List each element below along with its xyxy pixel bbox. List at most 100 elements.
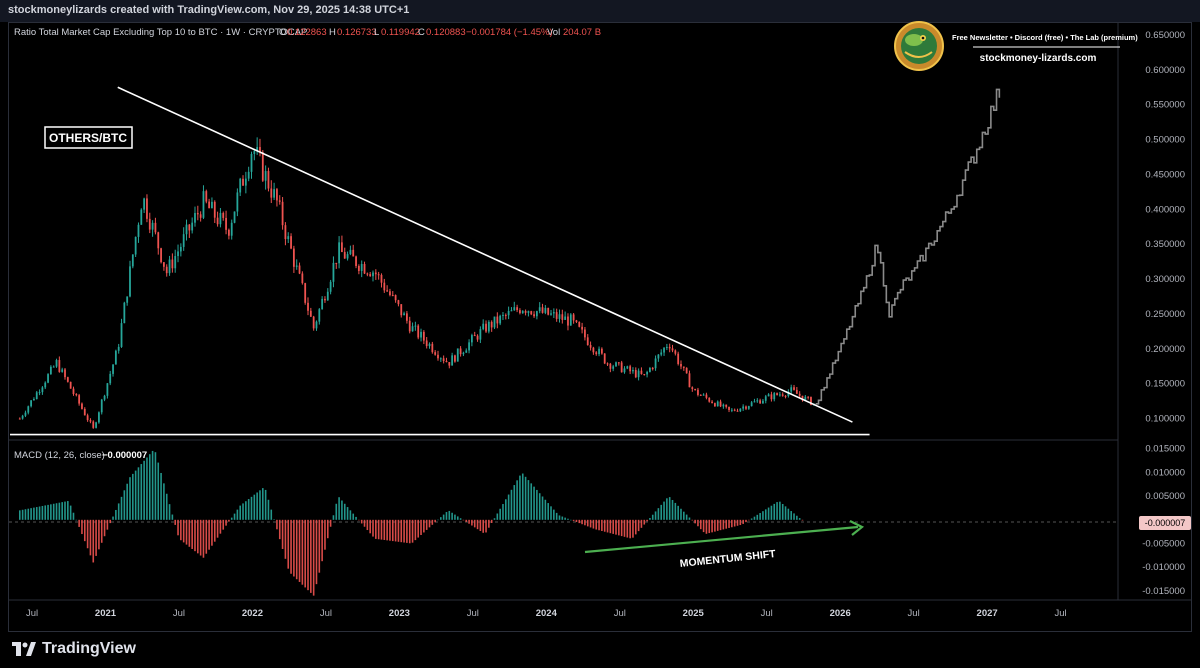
candle (603, 353, 606, 364)
macd-bar (171, 514, 174, 520)
tradingview-logo[interactable]: TradingView (12, 640, 136, 658)
candle (541, 307, 544, 313)
macd-bar (216, 519, 219, 538)
candle (259, 147, 261, 153)
candle (66, 377, 69, 382)
promo-line: Free Newsletter • Discord (free) • The L… (952, 33, 1138, 42)
candle (643, 374, 646, 376)
macd-bar (394, 519, 397, 542)
candle (586, 337, 589, 346)
candle (151, 222, 154, 230)
candle (470, 335, 473, 343)
macd-histogram[interactable] (18, 450, 804, 596)
candle (462, 352, 465, 355)
macd-bar (98, 519, 100, 550)
candle (810, 397, 812, 405)
candle (691, 387, 694, 390)
price-tick-label: 0.350000 (1145, 239, 1185, 250)
attribution-bar: stockmoneylizards created with TradingVi… (0, 0, 1200, 22)
candle (92, 421, 95, 428)
macd-bar (146, 457, 148, 520)
candle (98, 412, 100, 423)
price-tick-label: 0.650000 (1145, 30, 1185, 41)
macd-bar (58, 502, 61, 520)
candle (27, 406, 30, 413)
candle (267, 171, 270, 189)
candle (572, 314, 575, 321)
candle (47, 374, 49, 383)
candle (182, 234, 185, 247)
macd-bar (202, 519, 205, 558)
candle (403, 313, 405, 316)
candle (773, 393, 776, 400)
candle (326, 291, 329, 301)
candle (44, 382, 47, 388)
macd-bar (711, 519, 713, 533)
candle (400, 304, 403, 316)
macd-bar (112, 516, 114, 520)
macd-bar (117, 503, 120, 520)
candle (620, 362, 623, 373)
chart-svg[interactable]: 0.650000 0.600000 0.550000 0.500000 0.450000… (0, 0, 1200, 632)
macd-bar (505, 499, 507, 520)
macd-bar (75, 519, 78, 521)
macd-bar (332, 515, 335, 520)
macd-bar (284, 519, 287, 559)
macd-bar (41, 505, 44, 520)
promo-site[interactable]: stockmoney-lizards.com (980, 53, 1097, 64)
macd-bar (109, 519, 112, 524)
macd-bar (742, 519, 744, 524)
macd-bar (595, 519, 598, 530)
macd-bar (134, 470, 137, 520)
candle (439, 358, 442, 360)
candle (227, 229, 230, 236)
candle (615, 362, 617, 367)
candle (646, 371, 648, 375)
macd-bar (479, 519, 482, 531)
candle (109, 373, 112, 384)
candle (668, 346, 671, 349)
macd-bar (386, 519, 388, 541)
candle (129, 266, 131, 297)
candle (123, 302, 126, 324)
candle (341, 242, 343, 253)
macd-bar (699, 519, 702, 530)
macd-axis[interactable]: 0.015000 0.010000 0.005000 -0.005000 -0.0100… (1142, 444, 1185, 597)
candle (414, 325, 417, 327)
candle (284, 225, 287, 240)
candle (434, 352, 437, 355)
macd-bar (750, 518, 753, 520)
macd-bar (683, 511, 685, 520)
candle (550, 313, 552, 315)
candle (64, 369, 66, 378)
macd-bar (553, 509, 555, 520)
candle (745, 406, 747, 409)
candle (208, 201, 211, 209)
macd-bar (182, 519, 185, 543)
macd-bar (558, 515, 561, 520)
macd-bar (267, 499, 270, 520)
macd-bar (677, 505, 679, 520)
time-axis[interactable]: Jul 2021 Jul 2022 Jul 2023 Jul 2024 Jul 2025 Jul 20… (26, 608, 1067, 619)
macd-bar (694, 519, 696, 524)
macd-bar (502, 504, 504, 520)
candle (95, 422, 97, 428)
macd-bar (270, 509, 273, 520)
candle (287, 236, 290, 240)
momentum-arrow[interactable] (584, 525, 859, 554)
macd-bar (471, 519, 473, 526)
candle (357, 265, 360, 271)
macd-bar (247, 499, 250, 520)
price-axis[interactable]: 0.650000 0.600000 0.550000 0.500000 0.450000… (1145, 30, 1185, 425)
candle (349, 249, 352, 255)
macd-bar (338, 497, 340, 520)
macd-bar (120, 496, 123, 520)
macd-bar (61, 502, 63, 520)
macd-bar (456, 516, 459, 520)
descending-trendline[interactable] (117, 86, 853, 423)
candle (682, 366, 685, 368)
price-pane[interactable] (18, 137, 815, 429)
candle (714, 403, 716, 407)
candle (338, 242, 340, 264)
candle (406, 313, 408, 321)
